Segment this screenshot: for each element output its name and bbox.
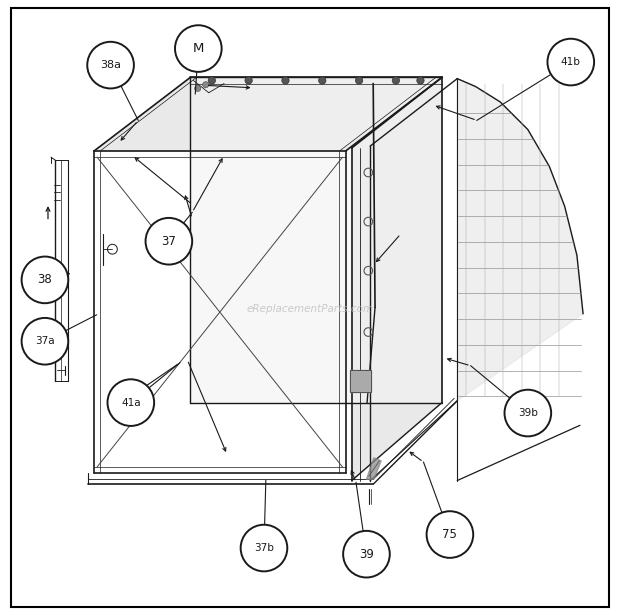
Bar [350,370,371,392]
Polygon shape [352,77,442,480]
Circle shape [22,318,68,365]
Polygon shape [94,77,442,151]
Circle shape [427,511,473,558]
Text: 75: 75 [443,528,458,541]
Circle shape [281,77,289,84]
Circle shape [417,77,424,84]
Circle shape [87,42,134,89]
Circle shape [505,390,551,437]
Text: M: M [193,42,204,55]
Circle shape [107,379,154,426]
Circle shape [146,218,192,264]
Circle shape [175,25,221,72]
Circle shape [392,77,399,84]
Circle shape [319,77,326,84]
Circle shape [203,82,209,88]
Text: eReplacementParts.com: eReplacementParts.com [246,304,374,314]
Text: 37: 37 [161,235,176,248]
Circle shape [208,77,216,84]
Text: 39b: 39b [518,408,538,418]
Polygon shape [366,458,381,479]
Circle shape [241,525,287,571]
Polygon shape [458,79,583,401]
Polygon shape [350,370,371,392]
Circle shape [547,39,594,85]
Text: 38a: 38a [100,60,121,70]
Circle shape [195,85,201,92]
Text: 37a: 37a [35,336,55,346]
Circle shape [245,77,252,84]
Polygon shape [190,77,442,403]
Circle shape [343,531,390,577]
Text: 37b: 37b [254,543,274,553]
Text: 41a: 41a [121,398,141,408]
Circle shape [22,256,68,303]
Text: 41b: 41b [561,57,581,67]
Text: 38: 38 [38,274,52,287]
Text: 39: 39 [359,548,374,561]
Circle shape [355,77,363,84]
